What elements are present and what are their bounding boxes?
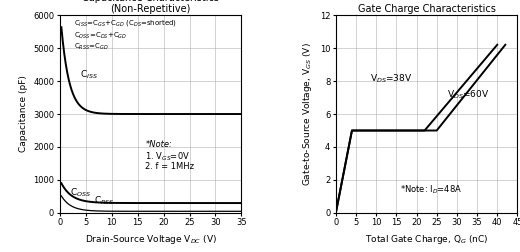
Text: C$_{ISS}$: C$_{ISS}$ (80, 69, 98, 81)
Y-axis label: Capacitance (pF): Capacitance (pF) (19, 76, 28, 152)
Text: V$_{DS}$=60V: V$_{DS}$=60V (447, 88, 489, 101)
Text: *Note: I$_{D}$=48A: *Note: I$_{D}$=48A (400, 183, 462, 196)
Text: C$_{OSS}$=C$_{DS}$+C$_{GD}$: C$_{OSS}$=C$_{DS}$+C$_{GD}$ (74, 31, 127, 41)
Text: C$_{ISS}$=C$_{GS}$+C$_{GD}$ (C$_{DS}$=shorted): C$_{ISS}$=C$_{GS}$+C$_{GD}$ (C$_{DS}$=sh… (74, 18, 177, 28)
Text: V$_{DS}$=38V: V$_{DS}$=38V (370, 72, 412, 85)
X-axis label: Total Gate Charge, Q$_{G}$ (nC): Total Gate Charge, Q$_{G}$ (nC) (365, 233, 488, 246)
Text: 1. V$_{GS}$=0V: 1. V$_{GS}$=0V (146, 150, 190, 163)
Title: Capacitance Characteristics
(Non-Repetitive): Capacitance Characteristics (Non-Repetit… (82, 0, 219, 14)
Text: C$_{RSS}$=C$_{GD}$: C$_{RSS}$=C$_{GD}$ (74, 42, 109, 52)
Y-axis label: Gate-to-Source Voltage, V$_{GS}$ (V): Gate-to-Source Voltage, V$_{GS}$ (V) (301, 42, 314, 186)
Text: C$_{OSS}$: C$_{OSS}$ (70, 186, 92, 199)
Text: 2. f = 1MHz: 2. f = 1MHz (146, 162, 194, 171)
Text: C$_{RSS}$: C$_{RSS}$ (94, 194, 114, 207)
Text: *Note:: *Note: (146, 140, 172, 149)
X-axis label: Drain-Source Voltage V$_{DC}$ (V): Drain-Source Voltage V$_{DC}$ (V) (85, 233, 216, 246)
Title: Gate Charge Characteristics: Gate Charge Characteristics (358, 4, 496, 14)
